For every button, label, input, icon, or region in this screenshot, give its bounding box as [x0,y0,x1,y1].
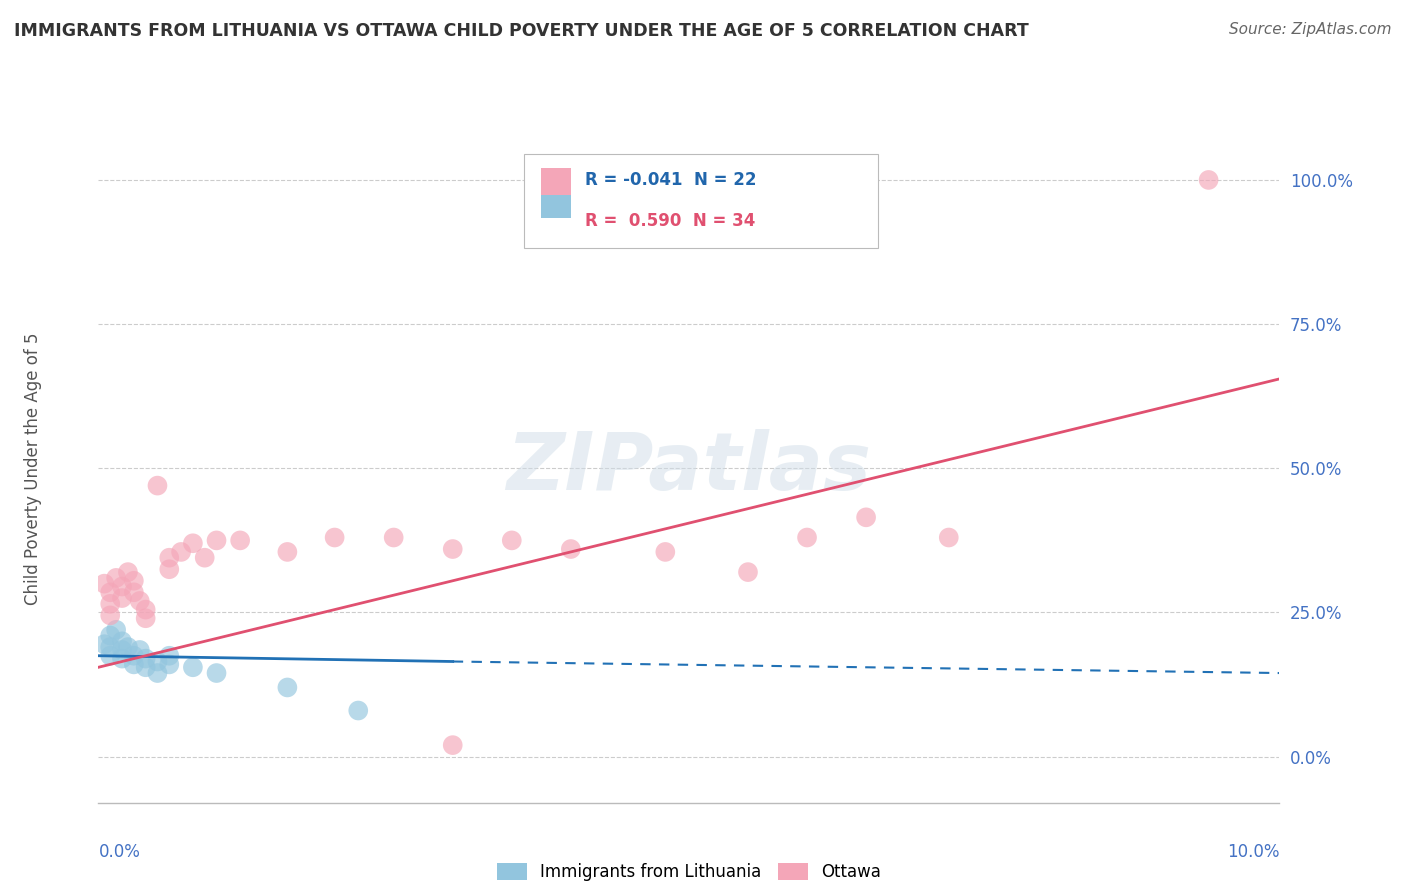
Point [938,531,960,545]
Point [98,585,121,599]
Text: ZIPatlas: ZIPatlas [506,429,872,508]
Point [737,565,759,579]
Point [1198,173,1220,187]
Point [654,545,676,559]
Point [560,542,582,557]
Point [796,531,818,545]
Point [157,562,180,576]
Point [98,608,121,623]
FancyBboxPatch shape [523,154,877,248]
Point [276,545,298,559]
Point [98,648,121,663]
Point [98,597,121,611]
Point [117,565,139,579]
Bar [541,192,571,219]
Point [323,531,346,545]
Point [135,611,157,625]
Point [347,704,370,718]
Point [205,533,228,548]
Point [382,531,405,545]
Point [93,576,115,591]
Point [170,545,193,559]
Point [441,738,464,752]
Point [128,594,150,608]
Text: 0.0%: 0.0% [98,843,141,861]
Point [117,640,139,654]
Point [146,666,169,681]
Point [441,542,464,557]
Point [111,580,134,594]
Text: IMMIGRANTS FROM LITHUANIA VS OTTAWA CHILD POVERTY UNDER THE AGE OF 5 CORRELATION: IMMIGRANTS FROM LITHUANIA VS OTTAWA CHIL… [14,22,1029,40]
Point [111,634,134,648]
Point [111,591,134,605]
Bar [541,169,571,195]
Point [181,660,204,674]
Point [181,536,204,550]
Legend: Immigrants from Lithuania, Ottawa: Immigrants from Lithuania, Ottawa [491,856,887,888]
Point [105,571,128,585]
Point [98,640,121,654]
Point [135,602,157,616]
Point [122,585,145,599]
Point [93,637,115,651]
Point [157,550,180,565]
Point [122,574,145,588]
Text: R = -0.041  N = 22: R = -0.041 N = 22 [585,171,756,189]
Text: 10.0%: 10.0% [1227,843,1279,861]
Point [135,660,157,674]
Point [111,643,134,657]
Point [157,657,180,672]
Point [229,533,252,548]
Point [205,666,228,681]
Point [122,657,145,672]
Text: R =  0.590  N = 34: R = 0.590 N = 34 [585,212,755,230]
Point [111,651,134,665]
Point [146,655,169,669]
Point [194,550,217,565]
Point [105,623,128,637]
Point [157,648,180,663]
Point [128,643,150,657]
Point [135,651,157,665]
Text: Source: ZipAtlas.com: Source: ZipAtlas.com [1229,22,1392,37]
Text: Child Poverty Under the Age of 5: Child Poverty Under the Age of 5 [24,332,42,605]
Point [855,510,877,524]
Point [146,478,169,492]
Point [98,629,121,643]
Point [501,533,523,548]
Point [276,681,298,695]
Point [122,648,145,663]
